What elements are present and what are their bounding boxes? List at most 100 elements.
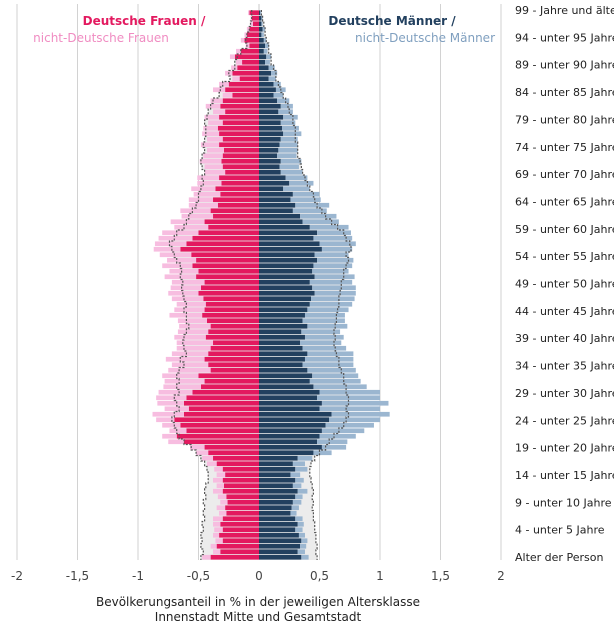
female-german-bar — [232, 70, 259, 76]
male-german-bar — [259, 373, 313, 379]
age-label: 34 - unter 35 Jahre — [515, 360, 614, 373]
female-german-bar — [219, 114, 259, 120]
female-foreign-bar — [170, 285, 201, 291]
male-foreign-bar — [309, 378, 361, 384]
male-german-bar — [259, 197, 291, 203]
female-foreign-bar — [169, 268, 199, 274]
female-foreign-bar — [202, 131, 220, 137]
female-foreign-bar — [171, 362, 209, 368]
male-german-bar — [259, 549, 298, 555]
male-foreign-bar — [304, 356, 354, 362]
male-german-bar — [259, 406, 320, 412]
male-german-bar — [259, 477, 296, 483]
male-german-bar — [259, 114, 284, 120]
female-foreign-bar — [170, 219, 205, 225]
male-foreign-bar — [279, 142, 298, 148]
male-foreign-bar — [283, 114, 298, 120]
male-german-bar — [259, 103, 281, 109]
female-german-bar — [196, 274, 259, 280]
age-label: 29 - unter 30 Jahre — [515, 387, 614, 400]
male-german-bar — [259, 208, 293, 214]
male-german-bar — [259, 334, 305, 340]
legend-male-line1: Deutsche Männer / — [328, 14, 456, 28]
female-german-bar — [210, 323, 259, 329]
female-foreign-bar — [229, 54, 235, 60]
female-german-bar — [239, 76, 259, 82]
female-german-bar — [183, 400, 259, 406]
male-german-bar — [259, 257, 318, 263]
male-foreign-bar — [314, 252, 349, 258]
female-german-bar — [234, 54, 259, 60]
female-foreign-bar — [248, 10, 250, 16]
male-german-bar — [259, 191, 293, 197]
female-foreign-bar — [200, 142, 220, 148]
male-german-bar — [259, 153, 278, 159]
male-foreign-bar — [277, 153, 297, 159]
female-german-bar — [213, 213, 259, 219]
female-foreign-bar — [203, 153, 223, 159]
female-german-bar — [204, 219, 259, 225]
female-foreign-bar — [206, 147, 224, 153]
female-german-bar — [222, 164, 259, 170]
male-german-bar — [259, 351, 308, 357]
male-german-bar — [259, 538, 302, 544]
female-german-bar — [222, 538, 259, 544]
total-outline — [168, 10, 352, 560]
female-german-bar — [191, 252, 259, 258]
male-german-bar — [259, 395, 318, 401]
female-german-bar — [232, 92, 259, 98]
male-german-bar — [259, 499, 293, 505]
male-german-bar — [259, 505, 292, 511]
female-german-bar — [180, 422, 259, 428]
male-german-bar — [259, 169, 281, 175]
male-foreign-bar — [312, 373, 359, 379]
female-foreign-bar — [193, 191, 221, 197]
male-foreign-bar — [280, 120, 296, 126]
x-tick-label: -2 — [11, 569, 23, 583]
female-foreign-bar — [213, 549, 221, 555]
male-foreign-bar — [297, 488, 308, 494]
female-german-bar — [188, 406, 259, 412]
female-german-bar — [225, 472, 259, 478]
male-german-bar — [259, 554, 302, 560]
female-foreign-bar — [246, 26, 250, 32]
age-label: 69 - unter 70 Jahre — [515, 168, 614, 181]
male-foreign-bar — [268, 76, 276, 82]
male-german-bar — [259, 472, 291, 478]
age-label: 4 - unter 5 Jahre — [515, 524, 605, 537]
female-foreign-bar — [169, 428, 187, 434]
female-foreign-bar — [202, 554, 211, 560]
male-foreign-bar — [295, 527, 303, 533]
female-german-bar — [215, 186, 259, 192]
male-foreign-bar — [301, 554, 309, 560]
male-foreign-bar — [289, 180, 314, 186]
female-german-bar — [204, 444, 259, 450]
female-foreign-bar — [213, 488, 223, 494]
female-total-outline — [168, 10, 253, 560]
total-population-shading — [169, 10, 351, 560]
male-foreign-bar — [319, 389, 380, 395]
male-german-bar — [259, 439, 318, 445]
male-foreign-bar — [273, 92, 284, 98]
bars — [152, 10, 390, 560]
age-label: 64 - unter 65 Jahre — [515, 195, 614, 208]
female-foreign-bar — [171, 279, 205, 285]
female-foreign-bar — [174, 334, 206, 340]
male-foreign-bar — [309, 224, 349, 230]
female-german-bar — [186, 428, 259, 434]
female-foreign-bar — [196, 450, 209, 456]
age-label: 49 - unter 50 Jahre — [515, 278, 614, 291]
male-foreign-bar — [314, 290, 356, 296]
male-german-bar — [259, 455, 298, 461]
male-foreign-bar — [295, 202, 330, 208]
female-foreign-bar — [180, 208, 211, 214]
male-foreign-bar — [268, 65, 275, 71]
male-foreign-bar — [292, 499, 302, 505]
female-german-bar — [249, 26, 259, 32]
male-foreign-bar — [262, 26, 266, 32]
male-german-bar — [259, 142, 280, 148]
female-german-bar — [208, 329, 259, 335]
female-foreign-bar — [204, 164, 223, 170]
female-german-bar — [208, 450, 259, 456]
female-german-bar — [226, 494, 259, 500]
